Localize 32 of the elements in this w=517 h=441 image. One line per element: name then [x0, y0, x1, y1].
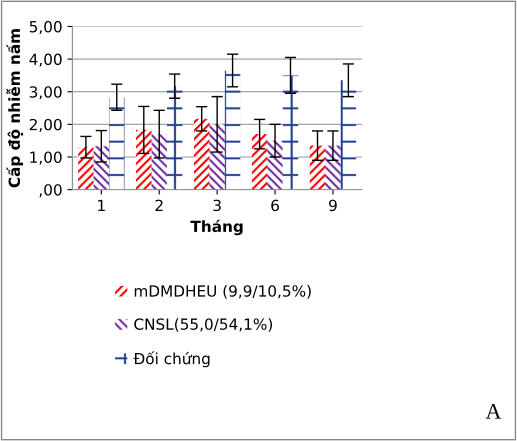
bar [282, 75, 298, 190]
x-tick-label: 6 [271, 200, 279, 212]
y-tick-label: 5,00 [30, 20, 62, 34]
y-tick-label: 3,00 [30, 86, 62, 100]
bar [267, 140, 283, 190]
bar [224, 70, 240, 190]
legend-label: mDMDHEU (9,9/10,5%) [134, 284, 311, 299]
y-tick-label: 1,00 [30, 151, 62, 165]
x-tick-label: 2 [155, 200, 163, 211]
bar [166, 86, 182, 190]
bar [194, 118, 210, 190]
bar [109, 97, 124, 190]
y-tick-label: ,00 [40, 184, 62, 198]
x-tick-label: 1 [98, 200, 105, 211]
legend-label: CNSL(55,0/54,1%) [134, 318, 272, 332]
bar [78, 147, 94, 190]
bar [94, 146, 110, 190]
bar [325, 146, 341, 190]
y-tick-label: 4,00 [29, 54, 62, 67]
bar [136, 130, 152, 190]
bar [152, 134, 167, 190]
bar [340, 80, 356, 190]
x-tick-label: 9 [329, 200, 337, 212]
text: A [486, 404, 502, 419]
x-tick-label: 3 [213, 200, 221, 212]
bar [310, 146, 326, 190]
bar [252, 134, 268, 190]
x-axis-title: Tháng [190, 220, 243, 236]
bar [209, 124, 225, 190]
y-tick-label: 2,00 [30, 118, 62, 132]
y-axis-title: Cấp độ nhiễm nấm [6, 29, 24, 188]
legend-label: Đối chứng [133, 351, 210, 368]
